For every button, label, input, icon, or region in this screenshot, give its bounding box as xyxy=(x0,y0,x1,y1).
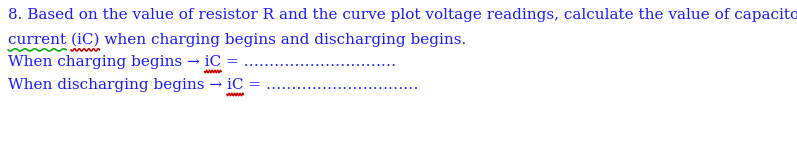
Text: current: current xyxy=(8,33,66,47)
Text: 8. Based on the value of resistor R and the curve plot voltage readings, calcula: 8. Based on the value of resistor R and … xyxy=(8,8,797,22)
Text: current (iC) when charging begins and discharging begins.: current (iC) when charging begins and di… xyxy=(8,33,466,47)
Text: (iC): (iC) xyxy=(8,33,37,47)
Text: iC: iC xyxy=(8,55,25,69)
Text: iC: iC xyxy=(8,78,25,92)
Text: When discharging begins → iC = …………………………: When discharging begins → iC = ………………………… xyxy=(8,78,418,92)
Text: When charging begins →: When charging begins → xyxy=(8,55,205,69)
Text: current: current xyxy=(8,33,71,47)
Text: When charging begins → iC = …………………………: When charging begins → iC = ………………………… xyxy=(8,55,396,69)
Text: When discharging begins →: When discharging begins → xyxy=(8,78,227,92)
